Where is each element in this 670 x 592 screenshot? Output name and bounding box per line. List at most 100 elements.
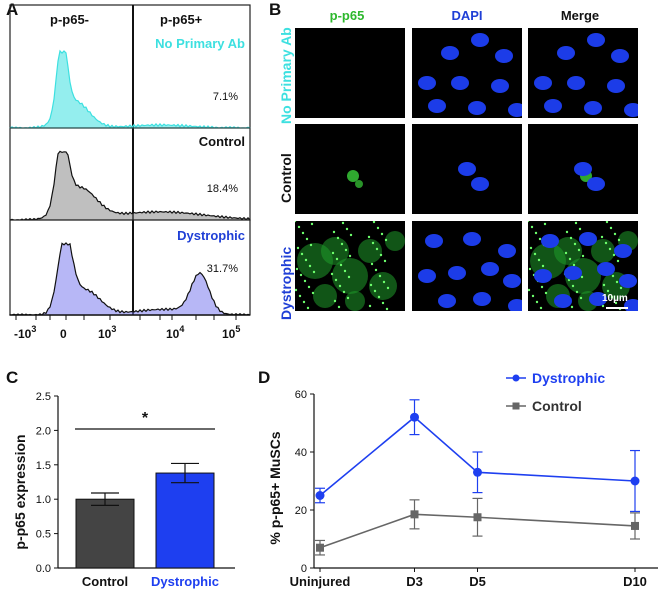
- bar-chart-panel: p-p65 expression 0.0 0.5 1.0 1.5 2.0 2.5 Contr…: [12, 391, 235, 589]
- row-title-dystrophic: Dystrophic: [278, 246, 294, 320]
- nucleus: [554, 294, 572, 308]
- green-speck: [605, 221, 609, 224]
- green-speck: [371, 241, 375, 245]
- green-speck: [568, 257, 572, 261]
- green-speck: [613, 232, 617, 236]
- green-speck: [375, 247, 379, 251]
- line-x-tick-label: Uninjured: [290, 574, 351, 589]
- nucleus: [557, 46, 575, 60]
- green-speck: [295, 221, 297, 223]
- nucleus: [471, 177, 489, 191]
- nucleus: [425, 234, 443, 248]
- micro-image-dapi-row-2: [412, 221, 522, 311]
- green-speck: [338, 284, 342, 288]
- green-speck: [574, 221, 578, 225]
- green-speck: [295, 267, 299, 271]
- line-x-tick-label: D5: [469, 574, 486, 589]
- green-speck: [571, 284, 575, 288]
- nucleus: [564, 266, 582, 280]
- green-speck: [311, 291, 315, 295]
- micro-image-dapi-row-0: [412, 28, 522, 118]
- green-signal: [345, 291, 365, 311]
- green-speck: [569, 236, 573, 240]
- green-speck: [300, 252, 304, 256]
- nucleus: [587, 33, 605, 47]
- bar-dystrophic: [155, 472, 215, 569]
- green-speck: [302, 300, 306, 304]
- green-speck: [530, 225, 534, 229]
- micro-image-merge-row-0: [528, 28, 638, 118]
- green-signal: [347, 170, 359, 182]
- green-speck: [383, 259, 387, 263]
- green-speck: [343, 269, 347, 273]
- track-label: Dystrophic: [177, 228, 245, 243]
- green-speck: [534, 231, 538, 235]
- track-percent: 7.1%: [213, 91, 238, 103]
- green-speck: [348, 254, 352, 258]
- line-y-tick-label: 60: [295, 389, 307, 401]
- histogram-0: [9, 49, 251, 129]
- green-speck: [372, 221, 376, 224]
- nucleus: [584, 101, 602, 115]
- green-speck: [341, 221, 345, 225]
- green-speck: [340, 242, 344, 246]
- green-speck: [303, 279, 307, 283]
- legend-marker: [512, 402, 520, 410]
- tick-label-0: 0: [60, 327, 67, 340]
- green-speck: [332, 230, 336, 234]
- green-speck: [380, 232, 384, 236]
- green-speck: [577, 248, 581, 252]
- nucleus: [468, 101, 486, 115]
- green-speck: [299, 273, 303, 277]
- green-speck: [614, 301, 618, 305]
- nucleus: [508, 299, 522, 311]
- nucleus: [574, 162, 592, 176]
- nucleus: [587, 177, 605, 191]
- track-percent: 31.7%: [207, 263, 238, 275]
- green-speck: [385, 307, 389, 311]
- legend-label-control: Control: [532, 398, 582, 414]
- green-speck: [349, 233, 353, 237]
- green-signal: [591, 239, 615, 263]
- significance-star: *: [142, 410, 149, 427]
- green-speck: [386, 286, 390, 290]
- green-speck: [308, 264, 312, 268]
- micro-image-p-p65-row-0: [295, 28, 405, 118]
- histogram-2: [9, 242, 251, 316]
- green-speck: [602, 283, 606, 287]
- nucleus: [451, 76, 469, 90]
- green-speck: [565, 230, 569, 234]
- green-speck: [367, 235, 371, 239]
- green-speck: [538, 237, 542, 241]
- green-speck: [610, 295, 614, 299]
- micro-image-dapi-row-1: [412, 124, 522, 214]
- green-speck: [533, 252, 537, 256]
- nucleus: [463, 232, 481, 246]
- green-signal: [385, 231, 405, 251]
- green-speck: [564, 251, 568, 255]
- nucleus: [607, 79, 625, 93]
- green-speck: [344, 248, 348, 252]
- panel-letter-c: C: [6, 368, 19, 387]
- bar-y-tick-label: 2.0: [36, 425, 51, 437]
- nucleus: [441, 46, 459, 60]
- green-signal: [358, 239, 382, 263]
- green-speck: [296, 246, 300, 250]
- tick-label-100000: 105: [222, 324, 240, 340]
- nucleus: [589, 292, 607, 306]
- green-speck: [580, 275, 584, 279]
- green-speck: [600, 235, 604, 239]
- col-title-dapi: DAPI: [451, 8, 483, 23]
- nucleus: [614, 244, 632, 258]
- green-speck: [304, 258, 308, 262]
- green-speck: [612, 253, 616, 257]
- bar-y-tick-label: 1.0: [36, 494, 51, 506]
- green-speck: [309, 243, 313, 247]
- green-speck: [528, 288, 531, 292]
- row-title-control: Control: [278, 153, 294, 203]
- green-speck: [578, 227, 582, 231]
- series-point-dystrophic: [410, 412, 419, 422]
- green-speck: [575, 290, 579, 294]
- bar-y-tick-label: 2.5: [36, 391, 51, 403]
- series-point-control: [316, 543, 324, 552]
